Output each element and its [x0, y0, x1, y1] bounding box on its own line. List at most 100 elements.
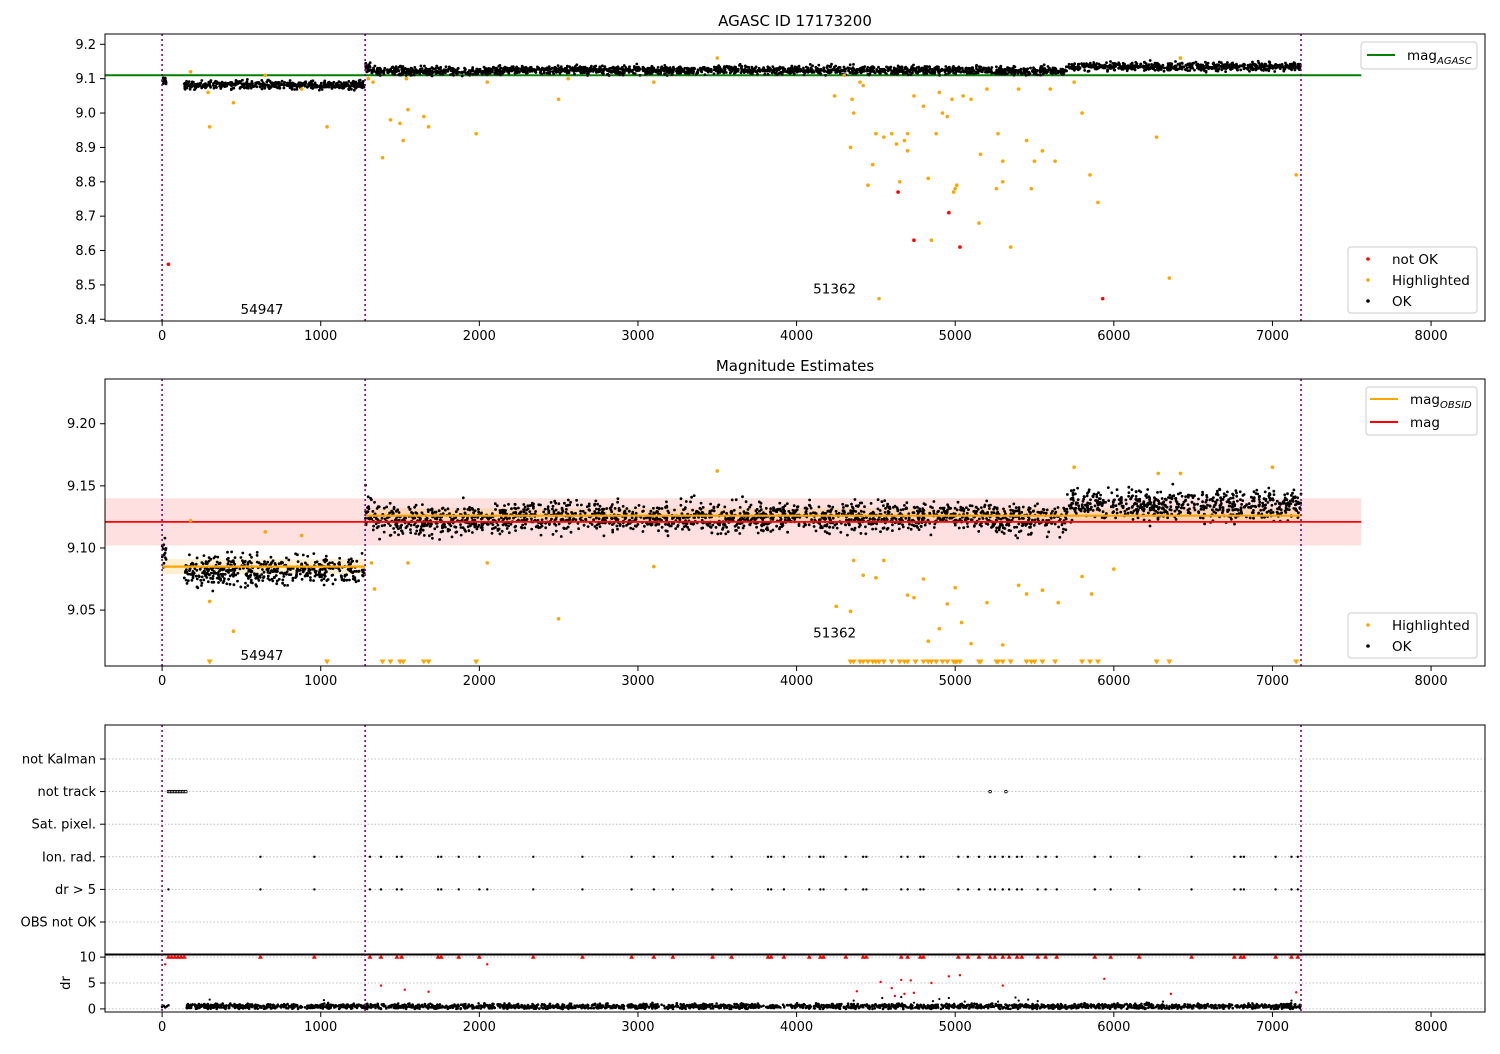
top-ok-point: [606, 73, 609, 76]
top-highlighted-point: [849, 146, 853, 150]
middle-ok-point: [312, 552, 315, 555]
top-ok-point: [1254, 65, 1257, 68]
top-not-ok-point: [958, 245, 962, 249]
middle-ok-point: [832, 517, 835, 520]
top-ok-point: [1242, 63, 1245, 66]
top-ok-point: [1026, 67, 1029, 70]
top-ok-point: [202, 84, 205, 87]
middle-ok-point: [575, 499, 578, 502]
middle-ok-point: [958, 527, 961, 530]
top-ok-point: [367, 63, 370, 66]
middle-ok-point: [420, 528, 423, 531]
middle-ok-point: [199, 568, 202, 571]
middle-ok-point: [305, 574, 308, 577]
middle-ok-point: [265, 563, 268, 566]
top-ok-point: [258, 82, 261, 85]
top-ok-point: [1147, 68, 1150, 71]
middle-ok-point: [494, 502, 497, 505]
middle-ok-point: [221, 568, 224, 571]
middle-ok-point: [691, 509, 694, 512]
middle-ok-point: [643, 517, 646, 520]
middle-ok-point: [964, 518, 967, 521]
top-highlighted-point: [652, 80, 656, 84]
middle-ok-point: [918, 528, 921, 531]
middle-ok-point: [275, 582, 278, 585]
middle-ok-point: [852, 510, 855, 513]
top-ok-point: [489, 69, 492, 72]
middle-ok-point: [786, 531, 789, 534]
top-ok-point: [323, 80, 326, 83]
middle-ok-point: [594, 525, 597, 528]
middle-ok-point: [661, 507, 664, 510]
middle-ok-point: [262, 563, 265, 566]
top-ok-point: [1167, 62, 1170, 65]
middle-ok-point: [241, 552, 244, 555]
middle-ok-point: [250, 579, 253, 582]
top-ok-point: [898, 70, 901, 73]
top-ytick-label: 9.1: [75, 72, 96, 87]
top-ok-point: [829, 65, 832, 68]
middle-ok-point: [164, 537, 167, 540]
middle-ok-point: [409, 531, 412, 534]
top-ok-point: [974, 71, 977, 74]
top-ok-point: [1119, 67, 1122, 70]
top-ok-point: [952, 65, 955, 68]
top-ok-point: [1065, 70, 1068, 73]
top-ok-point: [495, 67, 498, 70]
top-highlighted-point: [882, 135, 886, 139]
middle-ok-point: [239, 568, 242, 571]
middle-ok-point: [309, 579, 312, 582]
top-highlighted-point: [206, 91, 210, 95]
top-ok-point: [1040, 65, 1043, 68]
top-ok-point: [1178, 67, 1181, 70]
middle-ok-point: [246, 563, 249, 566]
top-ok-point: [717, 72, 720, 75]
top-ok-point: [573, 70, 576, 73]
middle-ok-point: [223, 580, 226, 583]
top-ok-point: [1029, 67, 1032, 70]
top-ok-point: [354, 81, 357, 84]
top-ok-point: [862, 67, 865, 70]
middle-ok-point: [444, 509, 447, 512]
top-highlighted-point: [1009, 245, 1013, 249]
top-ok-point: [601, 64, 604, 67]
top-ok-point: [911, 71, 914, 74]
middle-ok-point: [610, 508, 613, 511]
top-ok-point: [1174, 68, 1177, 71]
middle-ok-point: [355, 560, 358, 563]
top-ok-point: [824, 74, 827, 77]
middle-ok-point: [163, 562, 166, 565]
middle-ok-point: [320, 579, 323, 582]
top-highlighted-point: [874, 132, 878, 136]
middle-ok-point: [766, 526, 769, 529]
middle-ok-point: [908, 523, 911, 526]
middle-ok-point: [376, 526, 379, 529]
middle-ok-point: [441, 526, 444, 529]
middle-ok-point: [236, 580, 239, 583]
middle-ok-point: [381, 517, 384, 520]
top-ok-point: [432, 71, 435, 74]
middle-ok-point: [969, 504, 972, 507]
top-ok-point: [972, 72, 975, 75]
top-ok-point: [848, 67, 851, 70]
top-ok-point: [296, 88, 299, 91]
middle-ok-point: [796, 508, 799, 511]
middle-ok-point: [761, 525, 764, 528]
top-ok-point: [826, 65, 829, 68]
top-ok-point: [405, 68, 408, 71]
middle-ok-point: [597, 511, 600, 514]
top-ok-point: [1257, 62, 1260, 65]
middle-ok-point: [881, 500, 884, 503]
middle-ok-point: [441, 507, 444, 510]
top-ok-point: [289, 79, 292, 82]
top-ok-point: [431, 67, 434, 70]
middle-ok-point: [383, 524, 386, 527]
top-highlighted-point: [969, 98, 973, 102]
middle-ok-point: [891, 523, 894, 526]
top-ok-point: [1126, 69, 1129, 72]
top-ok-point: [407, 72, 410, 75]
top-ok-point: [905, 72, 908, 75]
middle-ok-point: [563, 502, 566, 505]
top-ok-point: [242, 83, 245, 86]
top-ok-point: [1147, 65, 1150, 68]
